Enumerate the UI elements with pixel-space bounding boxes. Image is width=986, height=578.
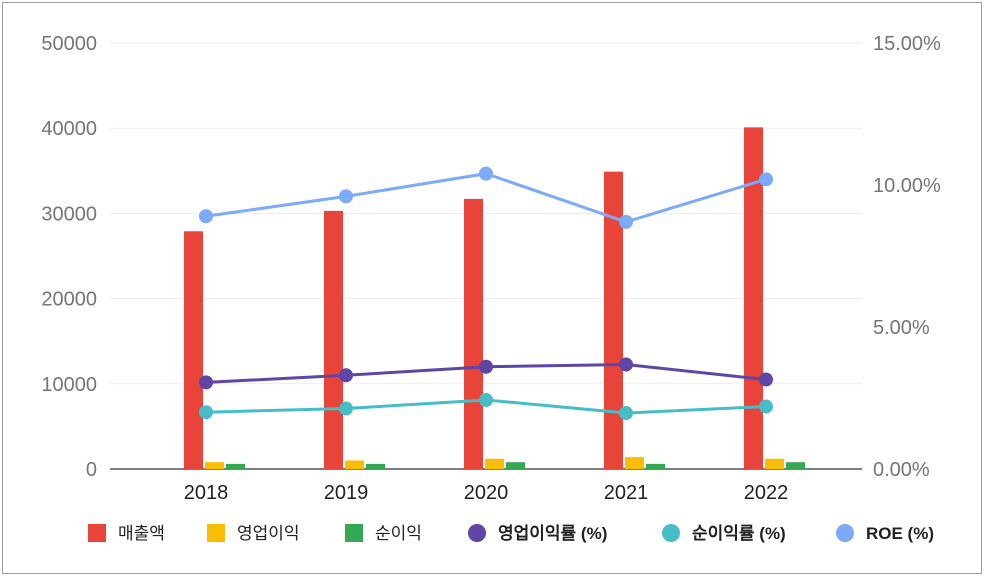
line-point — [479, 392, 493, 407]
y-right-tick-label: 5.00% — [873, 317, 930, 339]
legend-label: ROE (%) — [866, 524, 934, 543]
line-point — [479, 166, 493, 181]
bar-net-profit — [226, 463, 245, 469]
x-tick-label: 2018 — [184, 482, 229, 504]
bar-revenue — [324, 210, 343, 469]
y-left-tick-label: 50000 — [41, 33, 97, 55]
line-point — [619, 406, 633, 421]
bar-operating-profit — [765, 458, 784, 469]
legend-item: 영업이익률 (%) — [468, 524, 607, 543]
bar-operating-profit — [485, 458, 504, 469]
legend-swatch-square — [207, 524, 225, 542]
y-left-tick-label: 20000 — [41, 289, 97, 311]
legend-item: 순이익 — [345, 524, 422, 543]
line-point — [479, 359, 493, 374]
line-point — [199, 405, 213, 420]
bar-operating-profit — [205, 462, 224, 469]
line-point — [339, 189, 353, 204]
line-point — [759, 172, 773, 187]
legend-swatch-circle — [468, 524, 486, 542]
x-tick-label: 2019 — [324, 482, 369, 504]
line-point — [619, 357, 633, 372]
bar-revenue — [184, 231, 203, 469]
legend-swatch-square — [88, 524, 106, 542]
line-point — [199, 209, 213, 224]
legend-label: 매출액 — [118, 524, 165, 543]
line-point — [619, 214, 633, 229]
bar-net-profit — [646, 463, 665, 469]
line-point — [339, 368, 353, 383]
x-tick-label: 2022 — [744, 482, 789, 504]
y-right-tick-label: 0.00% — [873, 459, 930, 481]
x-axis-ticks: 2018 2019 2020 2021 2022 — [184, 482, 789, 504]
bar-operating-profit — [345, 460, 364, 469]
bar-operating-profit — [625, 457, 644, 469]
legend-label: 순이익률 (%) — [692, 524, 786, 543]
line-series-group — [199, 166, 773, 421]
line-point — [759, 399, 773, 414]
legend-item: 매출액 — [88, 524, 165, 543]
legend-label: 영업이익 — [237, 524, 300, 543]
bar-net-profit — [786, 462, 805, 469]
bar-net-profit — [366, 463, 385, 469]
legend-label: 순이익 — [375, 524, 422, 543]
line-point — [199, 375, 213, 390]
legend-item: 영업이익 — [207, 524, 300, 543]
line-point — [759, 372, 773, 387]
bar-revenue — [464, 198, 483, 469]
bar-revenue — [604, 171, 623, 470]
line-series-2 — [205, 172, 767, 224]
y-right-tick-label: 15.00% — [873, 33, 941, 55]
y-left-tick-label: 10000 — [41, 374, 97, 396]
y-right-tick-label: 10.00% — [873, 175, 941, 197]
right-axis-ticks: 0.00% 5.00% 10.00% 15.00% — [873, 33, 941, 481]
bar-revenue — [744, 127, 763, 470]
legend-label: 영업이익률 (%) — [498, 524, 607, 543]
x-tick-label: 2021 — [604, 482, 649, 504]
legend-item: 순이익률 (%) — [662, 524, 786, 543]
legend-item: ROE (%) — [836, 524, 934, 543]
left-axis-ticks: 0 10000 20000 30000 40000 50000 — [41, 33, 97, 481]
y-left-tick-label: 0 — [86, 459, 97, 481]
legend-swatch-square — [345, 524, 363, 542]
bar-net-profit — [506, 462, 525, 469]
legend-swatch-circle — [836, 524, 854, 542]
line-point — [339, 401, 353, 416]
x-tick-label: 2020 — [464, 482, 509, 504]
legend-swatch-circle — [662, 524, 680, 542]
legend: 매출액 영업이익 순이익 영업이익률 (%) 순이익률 (%) ROE (%) — [88, 524, 934, 543]
y-left-tick-label: 40000 — [41, 118, 97, 140]
y-left-tick-label: 30000 — [41, 203, 97, 225]
